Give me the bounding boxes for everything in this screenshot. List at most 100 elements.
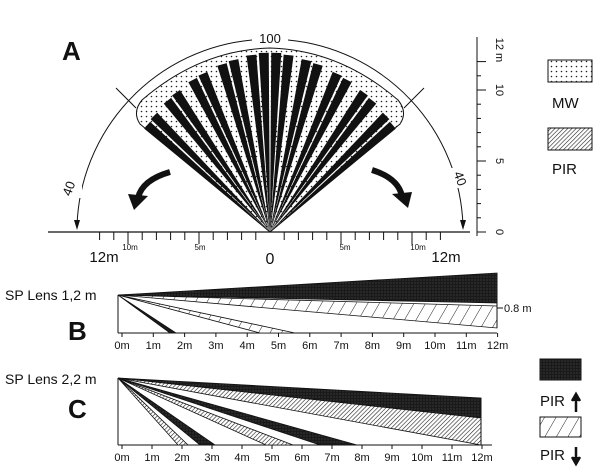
x-tick-label: 1m	[144, 452, 159, 464]
panel-b-label: B	[68, 316, 87, 346]
pir-beam	[217, 63, 270, 233]
x-tick-label: 10m	[424, 340, 445, 352]
pir-beam	[270, 54, 294, 233]
rotate-arrow-right	[371, 167, 405, 197]
x-tick-label: 5m	[271, 340, 286, 352]
x-tick-label: 5m	[264, 452, 279, 464]
legend-pir-up-swatch	[539, 358, 582, 381]
arc-angle-100: 100	[259, 31, 281, 46]
x-tick-label: 4m	[234, 452, 249, 464]
arc-angle-left-40: 40	[59, 179, 78, 198]
x-tick-label: 12m	[487, 340, 508, 352]
x-tick-label: 7m	[324, 452, 339, 464]
legend-pir-up-label: PIR	[540, 393, 565, 410]
arc-marker-left	[115, 87, 137, 109]
pir-beam	[144, 121, 270, 232]
x-tick-label: 0m	[114, 340, 129, 352]
height-label-b: 0.8 m	[504, 303, 532, 315]
height-label-12m: 12 m	[493, 38, 505, 62]
x-tick-label: 6m	[294, 452, 309, 464]
pir-beam	[270, 71, 342, 232]
beam-c-near-up	[117, 377, 217, 446]
legend-pir-down-swatch	[539, 416, 582, 438]
pir-beam	[198, 71, 270, 232]
x-tick-label: 3m	[204, 452, 219, 464]
x-tick-label: 0m	[114, 452, 129, 464]
lens-label-b: SP Lens 1,2 m	[5, 287, 97, 303]
legend-pir-swatch	[547, 127, 593, 151]
pir-beams	[144, 52, 396, 233]
rotate-arrow-left	[135, 169, 171, 199]
x-tick-label: 9m	[396, 340, 411, 352]
arrow-down-icon	[570, 447, 582, 467]
pir-beam	[246, 54, 270, 233]
label-mask	[448, 168, 468, 188]
beam-c-near-down	[117, 377, 189, 446]
panel-c-label: C	[68, 394, 87, 424]
x-tick-label: 2m	[174, 452, 189, 464]
pir-beam	[228, 59, 270, 232]
pir-beam	[270, 59, 312, 232]
x-tick-label: 4m	[240, 340, 255, 352]
legend-mw-swatch	[547, 59, 593, 83]
panel-a-label: A	[62, 36, 81, 66]
legend-pir-down-label: PIR	[540, 447, 565, 464]
rotate-arrowhead-right	[392, 192, 412, 208]
height-label-10: 10	[493, 84, 505, 96]
x-tick-label: 7m	[333, 340, 348, 352]
x-tick-label: 11m	[442, 452, 463, 464]
arc-arrowhead-right	[460, 220, 466, 230]
pir-beam	[150, 112, 270, 232]
panel-c: SP Lens 2,2 m C 0m 1m 2m 3m 4m 5m 6m 7m 8m 9m 10m 1…	[5, 358, 582, 467]
pir-beam	[270, 97, 377, 233]
arc-arrowhead-left	[74, 220, 80, 230]
x-tick-label: 1m	[146, 340, 161, 352]
x-tick-label: 2m	[177, 340, 192, 352]
arc-angle-right-40: 40	[451, 169, 470, 188]
lens-label-c: SP Lens 2,2 m	[5, 371, 97, 387]
x-tick-label: 3m	[208, 340, 223, 352]
x-ticks-c: 0m 1m 2m 3m 4m 5m 6m 7m 8m 9m 10m 11m 12m	[114, 445, 493, 464]
dist-label-right-10m: 10m	[410, 243, 426, 252]
dist-label-left-10m: 10m	[122, 243, 138, 252]
pir-beam	[270, 52, 282, 232]
x-tick-label: 9m	[384, 452, 399, 464]
coverage-arc-left	[76, 39, 253, 227]
dist-label-0: 0	[266, 251, 275, 268]
pir-beam	[258, 52, 270, 232]
arrow-up-icon	[570, 391, 582, 412]
label-mask	[62, 178, 82, 198]
beam-b-near	[117, 294, 178, 334]
dist-label-right-12m: 12m	[431, 249, 460, 266]
pir-beam	[270, 121, 396, 232]
pir-beam	[163, 97, 270, 233]
beam-b-mid	[117, 294, 296, 334]
pir-beam	[270, 112, 390, 232]
legend-mw-label: MW	[552, 95, 579, 112]
dist-label-left-5m: 5m	[194, 243, 205, 252]
x-tick-label: 10m	[411, 452, 432, 464]
beam-c-mid-up	[117, 377, 358, 446]
x-ticks-b: 0m 1m 2m 3m 4m 5m 6m 7m 8m 9m 10m 11m 12m	[114, 333, 508, 352]
dist-label-right-5m: 5m	[339, 243, 350, 252]
x-tick-label: 6m	[302, 340, 317, 352]
x-tick-label: 11m	[456, 340, 477, 352]
height-label-0: 0	[493, 229, 505, 235]
beam-c-mid-down	[117, 377, 294, 446]
dist-label-left-12m: 12m	[89, 249, 118, 266]
legend-pir-label: PIR	[552, 161, 577, 178]
pir-beam	[270, 63, 323, 233]
x-tick-label: 8m	[365, 340, 380, 352]
rotate-arrowhead-left	[128, 194, 148, 210]
x-tick-label: 12m	[471, 452, 492, 464]
panel-b: SP Lens 1,2 m B 0.8 m 0m 1m 2m 3m 4m 5m 6m 7m 8m…	[5, 272, 532, 352]
height-label-5: 5	[493, 158, 505, 164]
distance-ticks-a	[99, 232, 441, 244]
x-tick-label: 8m	[354, 452, 369, 464]
height-ticks-a	[477, 61, 486, 233]
panel-a: A 100 40 40 12m 10m 5m 0 5m 10m 12m 0 5 …	[48, 31, 593, 268]
arc-marker-right	[403, 87, 425, 109]
pir-beam	[172, 90, 270, 233]
